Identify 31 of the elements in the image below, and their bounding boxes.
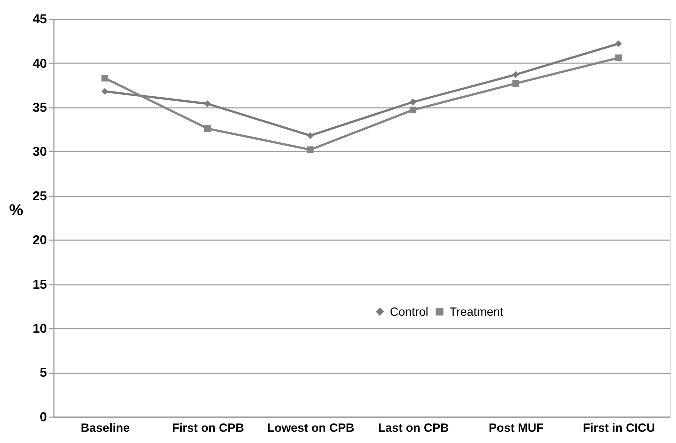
point <box>410 106 417 114</box>
point <box>102 88 108 95</box>
point <box>410 98 417 106</box>
point <box>307 146 314 154</box>
point <box>512 72 520 78</box>
y-tick-label: 0 <box>40 409 48 424</box>
point <box>615 40 622 48</box>
point <box>204 125 212 132</box>
x-tick-label: Baseline <box>81 421 130 436</box>
point <box>615 54 622 62</box>
y-tick-label: 10 <box>32 320 48 336</box>
y-tick-label: 15 <box>32 276 48 292</box>
point <box>307 132 314 140</box>
y-axis-title: % <box>9 202 24 220</box>
y-tick-label: 20 <box>32 232 48 248</box>
legend-label: Treatment <box>450 304 504 319</box>
legend-label: Control <box>390 304 428 319</box>
x-tick-label: First in CICU <box>583 421 656 436</box>
x-tick-label: Lowest on CPB <box>267 421 356 436</box>
y-tick-label: 35 <box>32 100 48 116</box>
x-tick-label: First on CPB <box>172 421 245 436</box>
y-tick-label: 5 <box>40 365 48 380</box>
y-tick-label: 25 <box>32 188 48 204</box>
y-tick-label: 45 <box>32 12 48 27</box>
point <box>512 80 520 88</box>
point <box>204 100 212 108</box>
point <box>102 75 108 82</box>
y-tick-label: 40 <box>32 56 48 71</box>
x-tick-label: Post MUF <box>488 421 544 436</box>
x-tick-label: Last on CPB <box>378 421 450 436</box>
y-tick-label: 30 <box>32 144 48 160</box>
